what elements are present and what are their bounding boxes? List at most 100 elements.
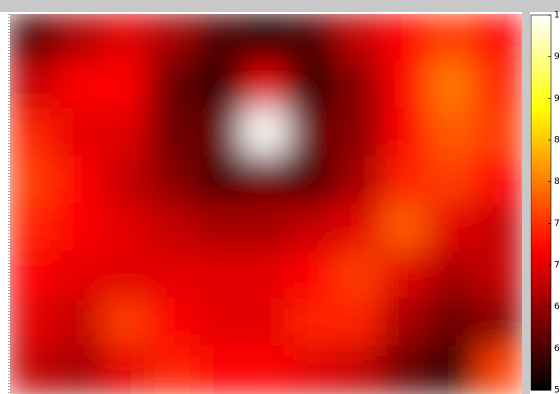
- colorbar-tick-label: 65: [554, 302, 560, 312]
- field-cell: [10, 203, 58, 253]
- field-cell: [102, 60, 151, 110]
- colorbar-step: [531, 294, 551, 299]
- field-cell: [148, 203, 198, 253]
- field-cell: [474, 14, 522, 63]
- colorbar-step: [531, 365, 551, 370]
- colorbar-step: [531, 102, 551, 108]
- colorbar-step: [531, 277, 551, 283]
- field-cell: [55, 250, 105, 300]
- colorbar-tick-label: 75: [554, 219, 560, 229]
- colorbar-step: [531, 40, 551, 45]
- field-cell: [334, 14, 384, 63]
- field-cell: [195, 345, 244, 394]
- colorbar-step: [531, 77, 551, 83]
- field-cell: [334, 250, 384, 300]
- colorbar-step: [531, 48, 551, 54]
- field-cell: [241, 60, 291, 110]
- colorbar-step: [531, 327, 551, 333]
- colorbar-step: [531, 90, 551, 95]
- field-cell: [474, 250, 522, 300]
- field-cell: [427, 298, 477, 348]
- field-cell: [288, 298, 337, 348]
- colorbar-step: [531, 23, 551, 29]
- field-cell: [427, 108, 477, 158]
- colorbar-tick-label: 70: [554, 261, 560, 271]
- field-cell: [102, 345, 151, 394]
- colorbar-step: [531, 148, 551, 154]
- colorbar-step: [531, 360, 551, 366]
- colorbar-step: [531, 131, 551, 137]
- colorbar-step: [531, 356, 551, 362]
- colorbar-step: [531, 127, 551, 133]
- field-cell: [474, 108, 522, 158]
- contour-field: [10, 14, 522, 394]
- field-cell: [55, 345, 105, 394]
- colorbar-step: [531, 190, 551, 195]
- colorbar-step: [531, 260, 551, 266]
- colorbar-step: [531, 265, 551, 270]
- field-cell: [334, 345, 384, 394]
- colorbar-step: [531, 152, 551, 158]
- window-gap: [522, 0, 530, 394]
- colorbar-step: [531, 231, 551, 237]
- field-cell: [102, 14, 151, 63]
- field-cell: [241, 345, 291, 394]
- field-cell: [288, 345, 337, 394]
- colorbar-step: [531, 144, 551, 149]
- field-cell: [195, 250, 244, 300]
- colorbar-frame: [530, 14, 552, 391]
- colorbar-step: [531, 223, 551, 229]
- colorbar-step: [531, 381, 551, 387]
- colorbar-step: [531, 227, 551, 233]
- colorbar-step: [531, 306, 551, 312]
- field-cell: [102, 203, 151, 253]
- field-cell: [334, 298, 384, 348]
- field-cell: [381, 345, 430, 394]
- field-cell: [10, 60, 58, 110]
- field-cell: [334, 108, 384, 158]
- colorbar-tick-label: 85: [554, 136, 560, 146]
- field-cell: [55, 155, 105, 205]
- colorbar-step: [531, 69, 551, 74]
- field-cell: [381, 250, 430, 300]
- field-cell: [334, 60, 384, 110]
- colorbar-step: [531, 373, 551, 379]
- colorbar-step: [531, 119, 551, 124]
- field-cell: [288, 155, 337, 205]
- colorbar-step: [531, 315, 551, 320]
- colorbar-step: [531, 110, 551, 116]
- colorbar-step: [531, 298, 551, 304]
- field-cell: [102, 108, 151, 158]
- colorbar: 55 60 65 70 75 80 85 90 95 100: [530, 11, 560, 394]
- colorbar-step: [531, 156, 551, 162]
- colorbar-step: [531, 198, 551, 204]
- colorbar-step: [531, 169, 551, 174]
- colorbar-step: [531, 56, 551, 62]
- colorbar-step: [531, 65, 551, 70]
- colorbar-step: [531, 19, 551, 24]
- colorbar-step: [531, 185, 551, 191]
- field-cell: [102, 250, 151, 300]
- field-cell: [195, 60, 244, 110]
- field-cell: [288, 60, 337, 110]
- field-cell: [427, 155, 477, 205]
- colorbar-step: [531, 106, 551, 112]
- field-cell: [381, 108, 430, 158]
- field-cell: [148, 60, 198, 110]
- colorbar-step: [531, 344, 551, 349]
- field-cell: [288, 14, 337, 63]
- colorbar-step: [531, 210, 551, 216]
- colorbar-step: [531, 269, 551, 274]
- field-cell: [55, 60, 105, 110]
- field-cell: [381, 14, 430, 63]
- field-cell: [10, 108, 58, 158]
- field-cell: [148, 108, 198, 158]
- colorbar-step: [531, 98, 551, 104]
- colorbar-step: [531, 244, 551, 249]
- field-cell: [381, 298, 430, 348]
- colorbar-step: [531, 206, 551, 212]
- field-cell: [241, 250, 291, 300]
- colorbar-step: [531, 194, 551, 199]
- field-cell: [10, 155, 58, 205]
- field-cell: [334, 155, 384, 205]
